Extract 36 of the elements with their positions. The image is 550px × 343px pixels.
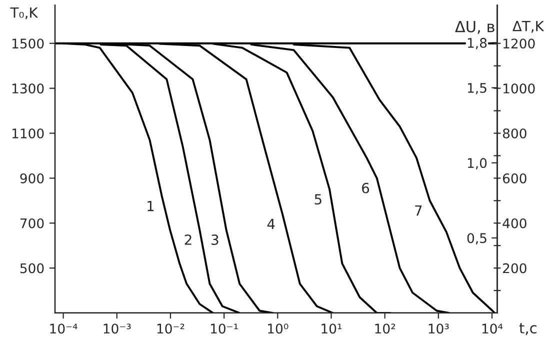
series-label: 1 xyxy=(148,200,154,212)
y2-axis-title: ΔU, в xyxy=(455,21,494,34)
series-label: 2 xyxy=(184,234,192,245)
y3-tick-label: 400 xyxy=(502,218,526,228)
x-tick-label: 10³ xyxy=(428,324,449,334)
y2-tick-label: 1,0 xyxy=(468,158,487,170)
y-tick-label: 1100 xyxy=(12,128,44,138)
x-tick-label: 10⁻² xyxy=(157,324,184,334)
y2-tick-label: 0,5 xyxy=(467,233,486,244)
y3-tick-label: 1200 xyxy=(504,38,535,49)
y-tick-label: 700 xyxy=(20,218,44,228)
y-tick-label: 900 xyxy=(20,173,44,184)
x-tick-label: 10⁰ xyxy=(268,324,288,334)
series-label: 6 xyxy=(362,182,370,194)
x-tick-label: 10⁻¹ xyxy=(210,324,238,334)
series-label: 3 xyxy=(212,234,218,245)
x-tick-label: 10² xyxy=(375,324,396,334)
x-tick-label: 10⁻³ xyxy=(104,324,131,334)
y3-tick-label: 200 xyxy=(503,263,526,274)
y-tick-label: 1500 xyxy=(12,38,44,49)
y3-tick-label: 600 xyxy=(502,173,526,184)
y2-tick-label: 1,8 xyxy=(468,38,487,50)
series-label: 7 xyxy=(415,205,422,216)
series-label: 5 xyxy=(314,194,322,205)
y3-axis-title: ΔT,K xyxy=(512,20,544,33)
y3-tick-label: 1000 xyxy=(504,84,535,94)
y-tick-label: 1300 xyxy=(12,84,44,94)
y-axis-title: T₀,K xyxy=(10,8,38,20)
x-tick-label: 10¹ xyxy=(322,324,342,334)
x-tick-label: 10⁻⁴ xyxy=(50,324,78,334)
series-label: 4 xyxy=(267,218,275,230)
x-axis-title: t,с xyxy=(519,323,536,335)
y3-tick-label: 800 xyxy=(502,128,526,138)
x-tick-label: 10⁴ xyxy=(482,324,503,334)
y2-tick-label: 1,5 xyxy=(468,83,486,94)
y-tick-label: 500 xyxy=(20,263,44,274)
